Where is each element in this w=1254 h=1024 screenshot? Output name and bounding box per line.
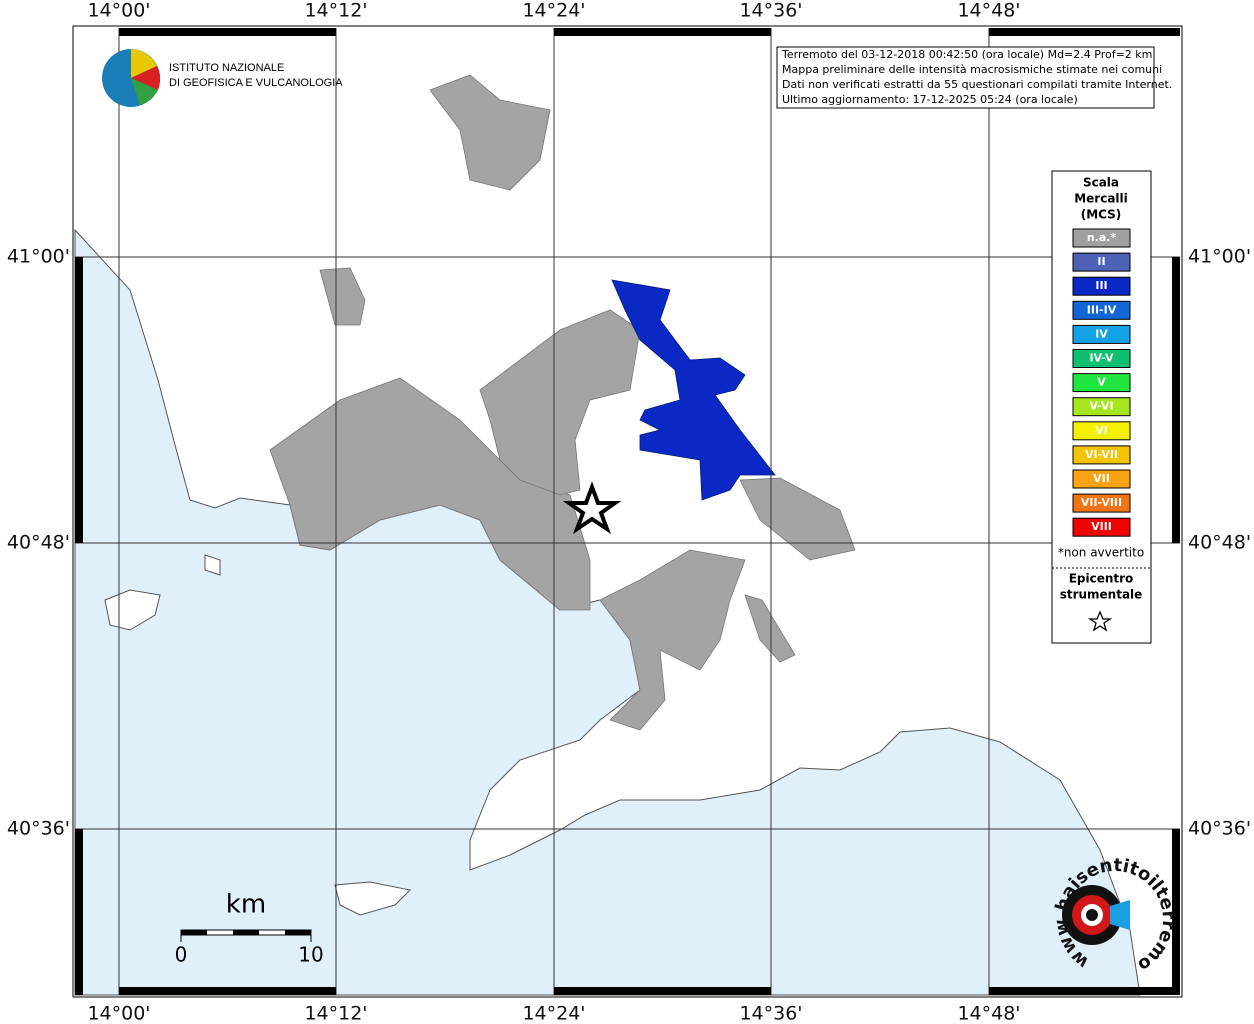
info-line: Dati non verificati estratti da 55 quest… bbox=[782, 78, 1172, 91]
legend-label: VI bbox=[1095, 424, 1108, 437]
legend-swatch bbox=[1072, 493, 1131, 513]
municipality bbox=[479, 309, 641, 496]
legend-swatch bbox=[1072, 252, 1131, 272]
lon-label: 14°36' bbox=[739, 0, 802, 22]
epicenter-star bbox=[562, 481, 622, 535]
lon-labels-bottom: 14°00' 14°12' 14°24' 14°36' 14°48' bbox=[87, 1003, 1020, 1024]
lon-label: 14°00' bbox=[87, 1003, 150, 1024]
lat-label: 41°00' bbox=[7, 246, 70, 268]
legend-label: IV bbox=[1095, 327, 1108, 340]
legend-swatch bbox=[1072, 421, 1131, 441]
logo-text: ISTITUTO NAZIONALE bbox=[169, 62, 284, 74]
municipality-iii bbox=[611, 279, 776, 501]
lon-label: 14°24' bbox=[522, 1003, 585, 1024]
municipality bbox=[429, 74, 551, 191]
legend-label: n.a.* bbox=[1087, 231, 1117, 244]
lat-label: 40°36' bbox=[1188, 818, 1251, 840]
frame bbox=[72, 25, 1183, 998]
scale-label: 10 bbox=[298, 943, 323, 967]
municipality bbox=[319, 267, 366, 326]
legend-epicenter: Epicentro bbox=[1069, 572, 1134, 586]
lon-label: 14°36' bbox=[739, 1003, 802, 1024]
legend-swatch bbox=[1072, 469, 1131, 489]
legend-star bbox=[1087, 610, 1113, 632]
legend-label: III-IV bbox=[1087, 303, 1117, 316]
legend-title: Scala bbox=[1083, 176, 1119, 190]
island bbox=[204, 554, 221, 576]
legend-label: VII-VIII bbox=[1081, 496, 1122, 509]
municipality bbox=[744, 594, 796, 663]
legend-swatch bbox=[1072, 324, 1131, 344]
lon-label: 14°24' bbox=[522, 0, 585, 22]
legend-title: Mercalli bbox=[1074, 192, 1128, 206]
municipality bbox=[599, 549, 746, 731]
lon-labels-top: 14°00' 14°12' 14°24' 14°36' 14°48' bbox=[87, 0, 1020, 22]
legend-swatch bbox=[1072, 445, 1131, 465]
lon-label: 14°48' bbox=[957, 1003, 1020, 1024]
info-line: Ultimo aggiornamento: 17-12-2025 05:24 (… bbox=[782, 93, 1078, 106]
municipality bbox=[269, 377, 591, 611]
scale-label: 0 bbox=[175, 943, 188, 967]
municipality bbox=[739, 477, 856, 561]
legend-title: (MCS) bbox=[1081, 208, 1122, 222]
lon-label: 14°48' bbox=[957, 0, 1020, 22]
legend-label: V bbox=[1097, 376, 1106, 389]
legend-epicenter: strumentale bbox=[1060, 588, 1143, 602]
legend-label: V-VI bbox=[1089, 400, 1113, 413]
legend-swatch bbox=[1072, 228, 1131, 248]
lon-label: 14°12' bbox=[304, 0, 367, 22]
legend-swatch bbox=[1072, 349, 1131, 368]
legend-swatch bbox=[1072, 397, 1131, 417]
info-box: Terremoto del 03-12-2018 00:42:50 (ora l… bbox=[776, 46, 1172, 109]
scale-bar: km 0 10 bbox=[175, 890, 324, 967]
legend-label: II bbox=[1097, 255, 1105, 268]
legend-label: III bbox=[1095, 279, 1107, 292]
legend-swatch bbox=[1072, 517, 1131, 537]
lat-label: 40°48' bbox=[1188, 532, 1251, 554]
scale-unit: km bbox=[226, 890, 266, 920]
legend-label: VI-VII bbox=[1085, 448, 1118, 461]
legend: Scala Mercalli (MCS) *non avvertito Epic… bbox=[1051, 170, 1152, 644]
lat-label: 40°48' bbox=[7, 532, 70, 554]
lat-label: 40°36' bbox=[7, 818, 70, 840]
island-capri bbox=[334, 881, 412, 916]
legend-label: VIII bbox=[1091, 520, 1112, 533]
municipalities bbox=[269, 74, 856, 731]
legend-swatch bbox=[1072, 276, 1131, 296]
legend-swatch bbox=[1072, 300, 1131, 320]
lat-label: 41°00' bbox=[1188, 246, 1251, 268]
lon-label: 14°12' bbox=[304, 1003, 367, 1024]
info-line: Mappa preliminare delle intensità macros… bbox=[782, 63, 1162, 76]
legend-note: *non avvertito bbox=[1058, 546, 1144, 560]
lat-labels: 41°00' 40°48' 40°36' 41°00' 40°48' 40°36… bbox=[7, 246, 1251, 840]
legend-label: IV-V bbox=[1089, 352, 1114, 365]
legend-label: VII bbox=[1093, 472, 1110, 485]
legend-swatch bbox=[1072, 373, 1131, 393]
sea bbox=[74, 228, 1141, 996]
graticule bbox=[75, 28, 1180, 995]
logo-text: DI GEOFISICA E VULCANOLOGIA bbox=[169, 77, 343, 89]
info-line: Terremoto del 03-12-2018 00:42:50 (ora l… bbox=[781, 48, 1152, 61]
lon-label: 14°00' bbox=[87, 0, 150, 22]
ingv-logo: ISTITUTO NAZIONALE DI GEOFISICA E VULCAN… bbox=[102, 49, 343, 107]
